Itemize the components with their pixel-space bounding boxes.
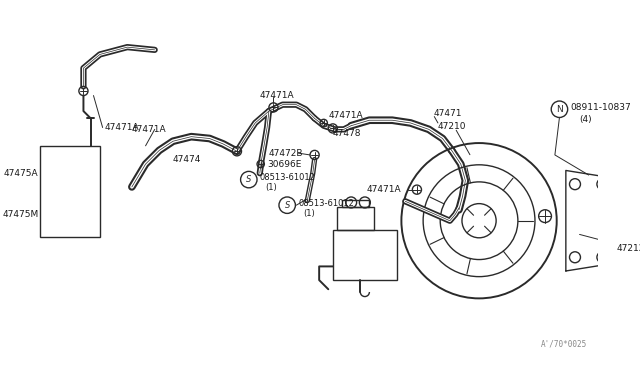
Text: 47471A: 47471A	[328, 111, 363, 120]
Text: 08513-61012: 08513-61012	[260, 173, 316, 182]
Bar	[40, 146, 100, 237]
Text: 47474: 47474	[173, 155, 202, 164]
Bar	[337, 207, 374, 230]
Text: 30696E: 30696E	[267, 160, 301, 169]
Text: 47471A: 47471A	[132, 125, 166, 134]
Text: (4): (4)	[580, 115, 592, 124]
Text: 47471A: 47471A	[104, 123, 139, 132]
Text: 47210: 47210	[437, 122, 466, 131]
Text: 47212: 47212	[616, 244, 640, 253]
Text: 47475A: 47475A	[4, 169, 38, 178]
Text: 47471: 47471	[433, 109, 462, 118]
Bar	[342, 200, 369, 207]
Text: 47478: 47478	[333, 128, 362, 138]
Text: S: S	[285, 201, 290, 210]
Text: 47471A: 47471A	[260, 91, 294, 100]
Bar	[333, 230, 397, 280]
Text: 08911-10837: 08911-10837	[570, 103, 631, 112]
Text: 47471A: 47471A	[367, 185, 401, 194]
Text: 47472B: 47472B	[269, 148, 303, 158]
Text: S: S	[246, 175, 252, 184]
Text: 08513-61012: 08513-61012	[298, 199, 354, 208]
Text: 47475M: 47475M	[3, 210, 38, 219]
Text: N: N	[556, 105, 563, 114]
Text: A'/70*0025: A'/70*0025	[541, 340, 587, 349]
Text: (1): (1)	[303, 209, 316, 218]
Text: (1): (1)	[265, 183, 277, 192]
